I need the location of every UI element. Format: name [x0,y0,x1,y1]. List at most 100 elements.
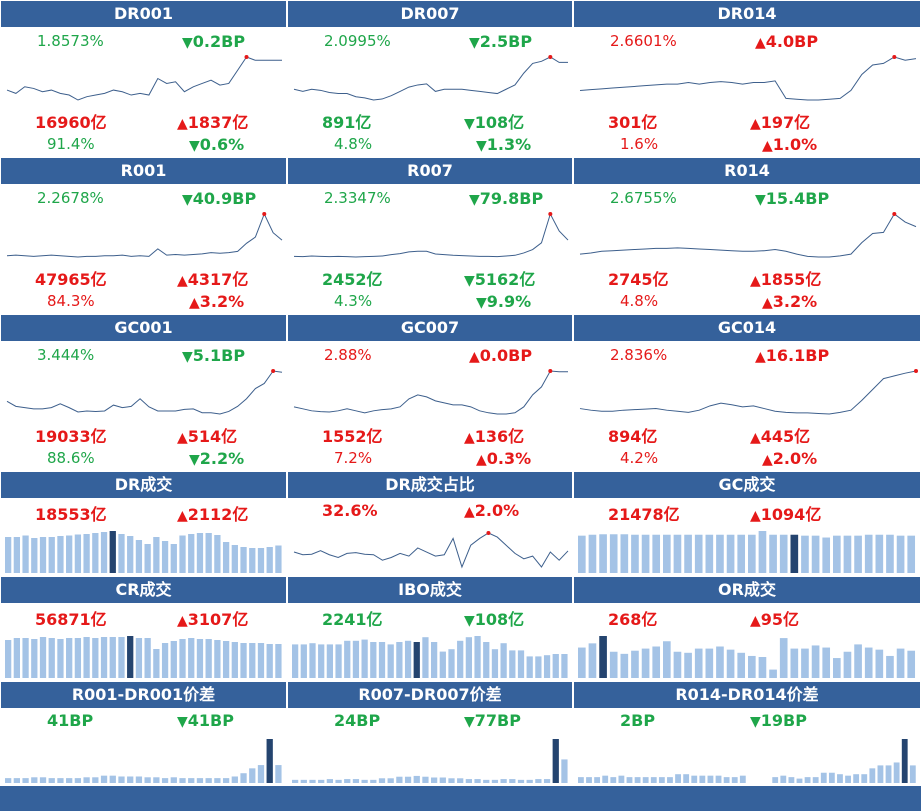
share-value: 4.3% [334,292,373,310]
bar [300,779,307,783]
bar [188,534,195,573]
bar [491,649,499,678]
volume-change: ▲95亿 [750,606,799,630]
rate-sparkline [293,55,568,101]
bar [179,778,186,783]
bar [74,638,82,678]
volume-value: 894亿 [608,427,658,446]
max-point [548,55,553,59]
bar [13,638,20,678]
rate-change-value: 0.2BP [192,32,246,51]
bar [22,778,29,783]
volume-change-value: 5162亿 [474,270,536,289]
panel-title: GC成交 [574,472,920,498]
bar [716,646,724,678]
bar [309,779,316,783]
bar [66,535,73,573]
bar [170,544,177,573]
volume-change: ▲2.0% [464,501,519,520]
rate-sparkline [6,369,283,415]
bar [723,777,730,783]
max-point [486,531,491,535]
bar [845,775,851,783]
bar [877,765,884,783]
volume-value: 24BP [334,711,381,730]
panel-title: GC014 [574,315,920,341]
volume-panel-5: OR成交 268亿 ▲95亿 [573,576,921,681]
bar [822,647,831,678]
rate-change: ▼2.5BP [469,32,532,51]
bar [748,534,756,573]
bar [404,640,412,678]
bar [266,739,273,783]
bar [465,779,473,783]
share-change-value: 3.2% [199,292,245,311]
bar [74,778,82,783]
bar [100,637,108,678]
bar [491,779,499,783]
bar [886,534,894,573]
volume-panel-7: R007-DR007价差 24BP ▼77BP [287,681,573,786]
bar [249,643,256,678]
rate-change: ▼5.1BP [182,346,245,365]
rate-change: ▲4.0BP [755,32,818,51]
volume-change-value: 1855亿 [760,270,822,289]
bar [257,765,265,783]
share-sparkline [293,531,569,569]
volume-value: 891亿 [322,113,372,132]
bar [790,648,799,678]
bar [214,640,221,678]
bar [431,777,438,783]
down-triangle-icon: ▼ [469,192,480,208]
bar [370,779,377,783]
bar [483,642,490,678]
bar [822,537,831,573]
volume-change: ▼41BP [177,711,234,730]
rate-value: 2.2678% [37,189,104,207]
bar [448,649,455,678]
volume-change: ▲3107亿 [177,606,248,630]
rate-panel-gc007: GC007 2.88% ▲0.0BP 1552亿 ▲136亿 7.2% ▲0.3% [287,314,573,471]
bar [737,534,746,573]
share-change-value: 2.2% [199,449,245,468]
up-triangle-icon: ▲ [750,508,761,524]
rate-value: 2.836% [610,346,668,364]
down-triangle-icon: ▼ [750,714,761,730]
share-value: 4.8% [334,135,373,153]
series-line [6,56,282,101]
bar [731,777,738,783]
bar [39,537,47,573]
bar [257,548,265,573]
rate-panel-dr007: DR007 2.0995% ▼2.5BP 891亿 ▼108亿 4.8% ▼1.3% [287,0,573,157]
bar [240,773,247,783]
bar [715,775,722,783]
series-line [293,212,569,258]
bar [779,534,788,573]
bar [266,547,273,573]
bar [83,777,90,783]
rate-panel-r007: R007 2.3347% ▼79.8BP 2452亿 ▼5162亿 4.3% ▼9.9% [287,157,573,314]
bar [92,533,99,573]
bar [586,777,592,783]
up-triangle-icon: ▲ [755,35,766,51]
share-change-value: 3.2% [772,292,818,311]
volume-change-value: 2112亿 [187,505,249,524]
max-point [548,369,553,373]
up-triangle-icon: ▲ [177,116,188,132]
bar [465,637,473,678]
bar [127,636,134,678]
bar [578,535,586,573]
share-value: 4.8% [620,292,659,310]
panel-title: GC001 [1,315,286,341]
rate-value: 2.3347% [324,189,391,207]
bar [83,534,90,573]
bar [205,533,212,573]
share-change-value: 1.0% [772,135,818,154]
bar [127,536,134,573]
bar [135,638,143,678]
up-triangle-icon: ▲ [750,273,761,289]
bar [448,778,455,783]
bar [5,778,12,783]
bar [650,777,657,783]
bar [561,654,568,678]
